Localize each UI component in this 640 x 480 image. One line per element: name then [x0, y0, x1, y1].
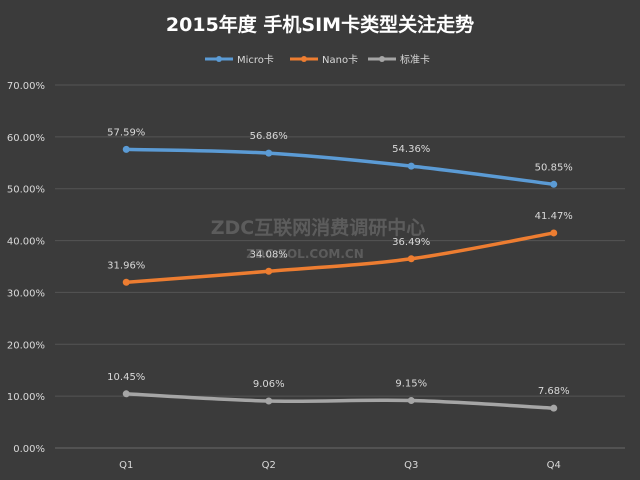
x-tick-label: Q4	[547, 460, 561, 471]
watermark-line1: ZDC互联网消费调研中心	[211, 216, 426, 239]
data-point	[550, 180, 558, 188]
data-label: 9.06%	[253, 379, 285, 390]
legend: Micro卡 Nano卡 标准卡	[205, 53, 430, 66]
legend-item: 标准卡	[368, 53, 430, 66]
x-tick-label: Q3	[404, 460, 418, 471]
y-tick-label: 40.00%	[7, 237, 45, 248]
data-label: 36.49%	[392, 237, 430, 248]
data-label: 7.68%	[538, 386, 570, 397]
data-point	[122, 278, 130, 286]
y-tick-label: 50.00%	[7, 185, 45, 196]
series-1: 57.59% 56.86% 54.36% 50.85%	[107, 127, 573, 188]
watermark-line2: ZDC.ZOL.COM.CN	[246, 247, 364, 261]
data-label: 54.36%	[392, 144, 430, 155]
data-point	[550, 229, 558, 237]
series-line	[124, 231, 556, 285]
legend-swatch-marker	[379, 56, 385, 62]
legend-swatch-marker	[216, 56, 222, 62]
data-label: 31.96%	[107, 260, 145, 271]
data-label: 50.85%	[535, 162, 573, 173]
data-label: 34.08%	[250, 249, 288, 260]
legend-label: Nano卡	[322, 53, 358, 66]
series-3: 10.45% 9.06% 9.15% 7.68%	[107, 372, 570, 412]
y-tick-label: 10.00%	[7, 392, 45, 403]
y-tick-label: 30.00%	[7, 288, 45, 299]
legend-item: Nano卡	[290, 53, 358, 66]
chart-title: 2015年度 手机SIM卡类型关注走势	[166, 13, 474, 36]
data-point	[122, 390, 130, 398]
legend-label: Micro卡	[237, 53, 274, 66]
x-tick-label: Q2	[262, 460, 276, 471]
data-point	[407, 397, 415, 405]
series-line	[124, 392, 556, 410]
series-line	[124, 147, 556, 187]
data-point	[550, 404, 558, 412]
data-label: 10.45%	[107, 372, 145, 383]
y-tick-label: 0.00%	[13, 444, 45, 455]
watermark: ZDC互联网消费调研中心 ZDC.ZOL.COM.CN	[211, 216, 426, 261]
series-group: 57.59% 56.86% 54.36% 50.85% 31.96% 34.08% 36.4…	[107, 127, 573, 412]
data-point	[265, 397, 273, 405]
series-2: 31.96% 34.08% 36.49% 41.47%	[107, 211, 573, 286]
data-label: 9.15%	[395, 379, 427, 390]
x-axis: Q1 Q2 Q3 Q4	[119, 460, 561, 471]
y-tick-label: 70.00%	[7, 81, 45, 92]
y-axis: 0.00% 10.00% 20.00% 30.00% 40.00% 50.00% 60.00…	[7, 81, 45, 455]
x-tick-label: Q1	[119, 460, 133, 471]
legend-item: Micro卡	[205, 53, 274, 66]
data-label: 56.86%	[250, 131, 288, 142]
y-tick-label: 20.00%	[7, 340, 45, 351]
data-point	[265, 149, 273, 157]
y-tick-label: 60.00%	[7, 133, 45, 144]
legend-swatch-marker	[301, 56, 307, 62]
data-label: 41.47%	[535, 211, 573, 222]
data-point	[265, 267, 273, 275]
legend-label: 标准卡	[400, 53, 430, 66]
data-point	[407, 255, 415, 263]
data-point	[407, 162, 415, 170]
data-point	[122, 145, 130, 153]
data-label: 57.59%	[107, 127, 145, 138]
